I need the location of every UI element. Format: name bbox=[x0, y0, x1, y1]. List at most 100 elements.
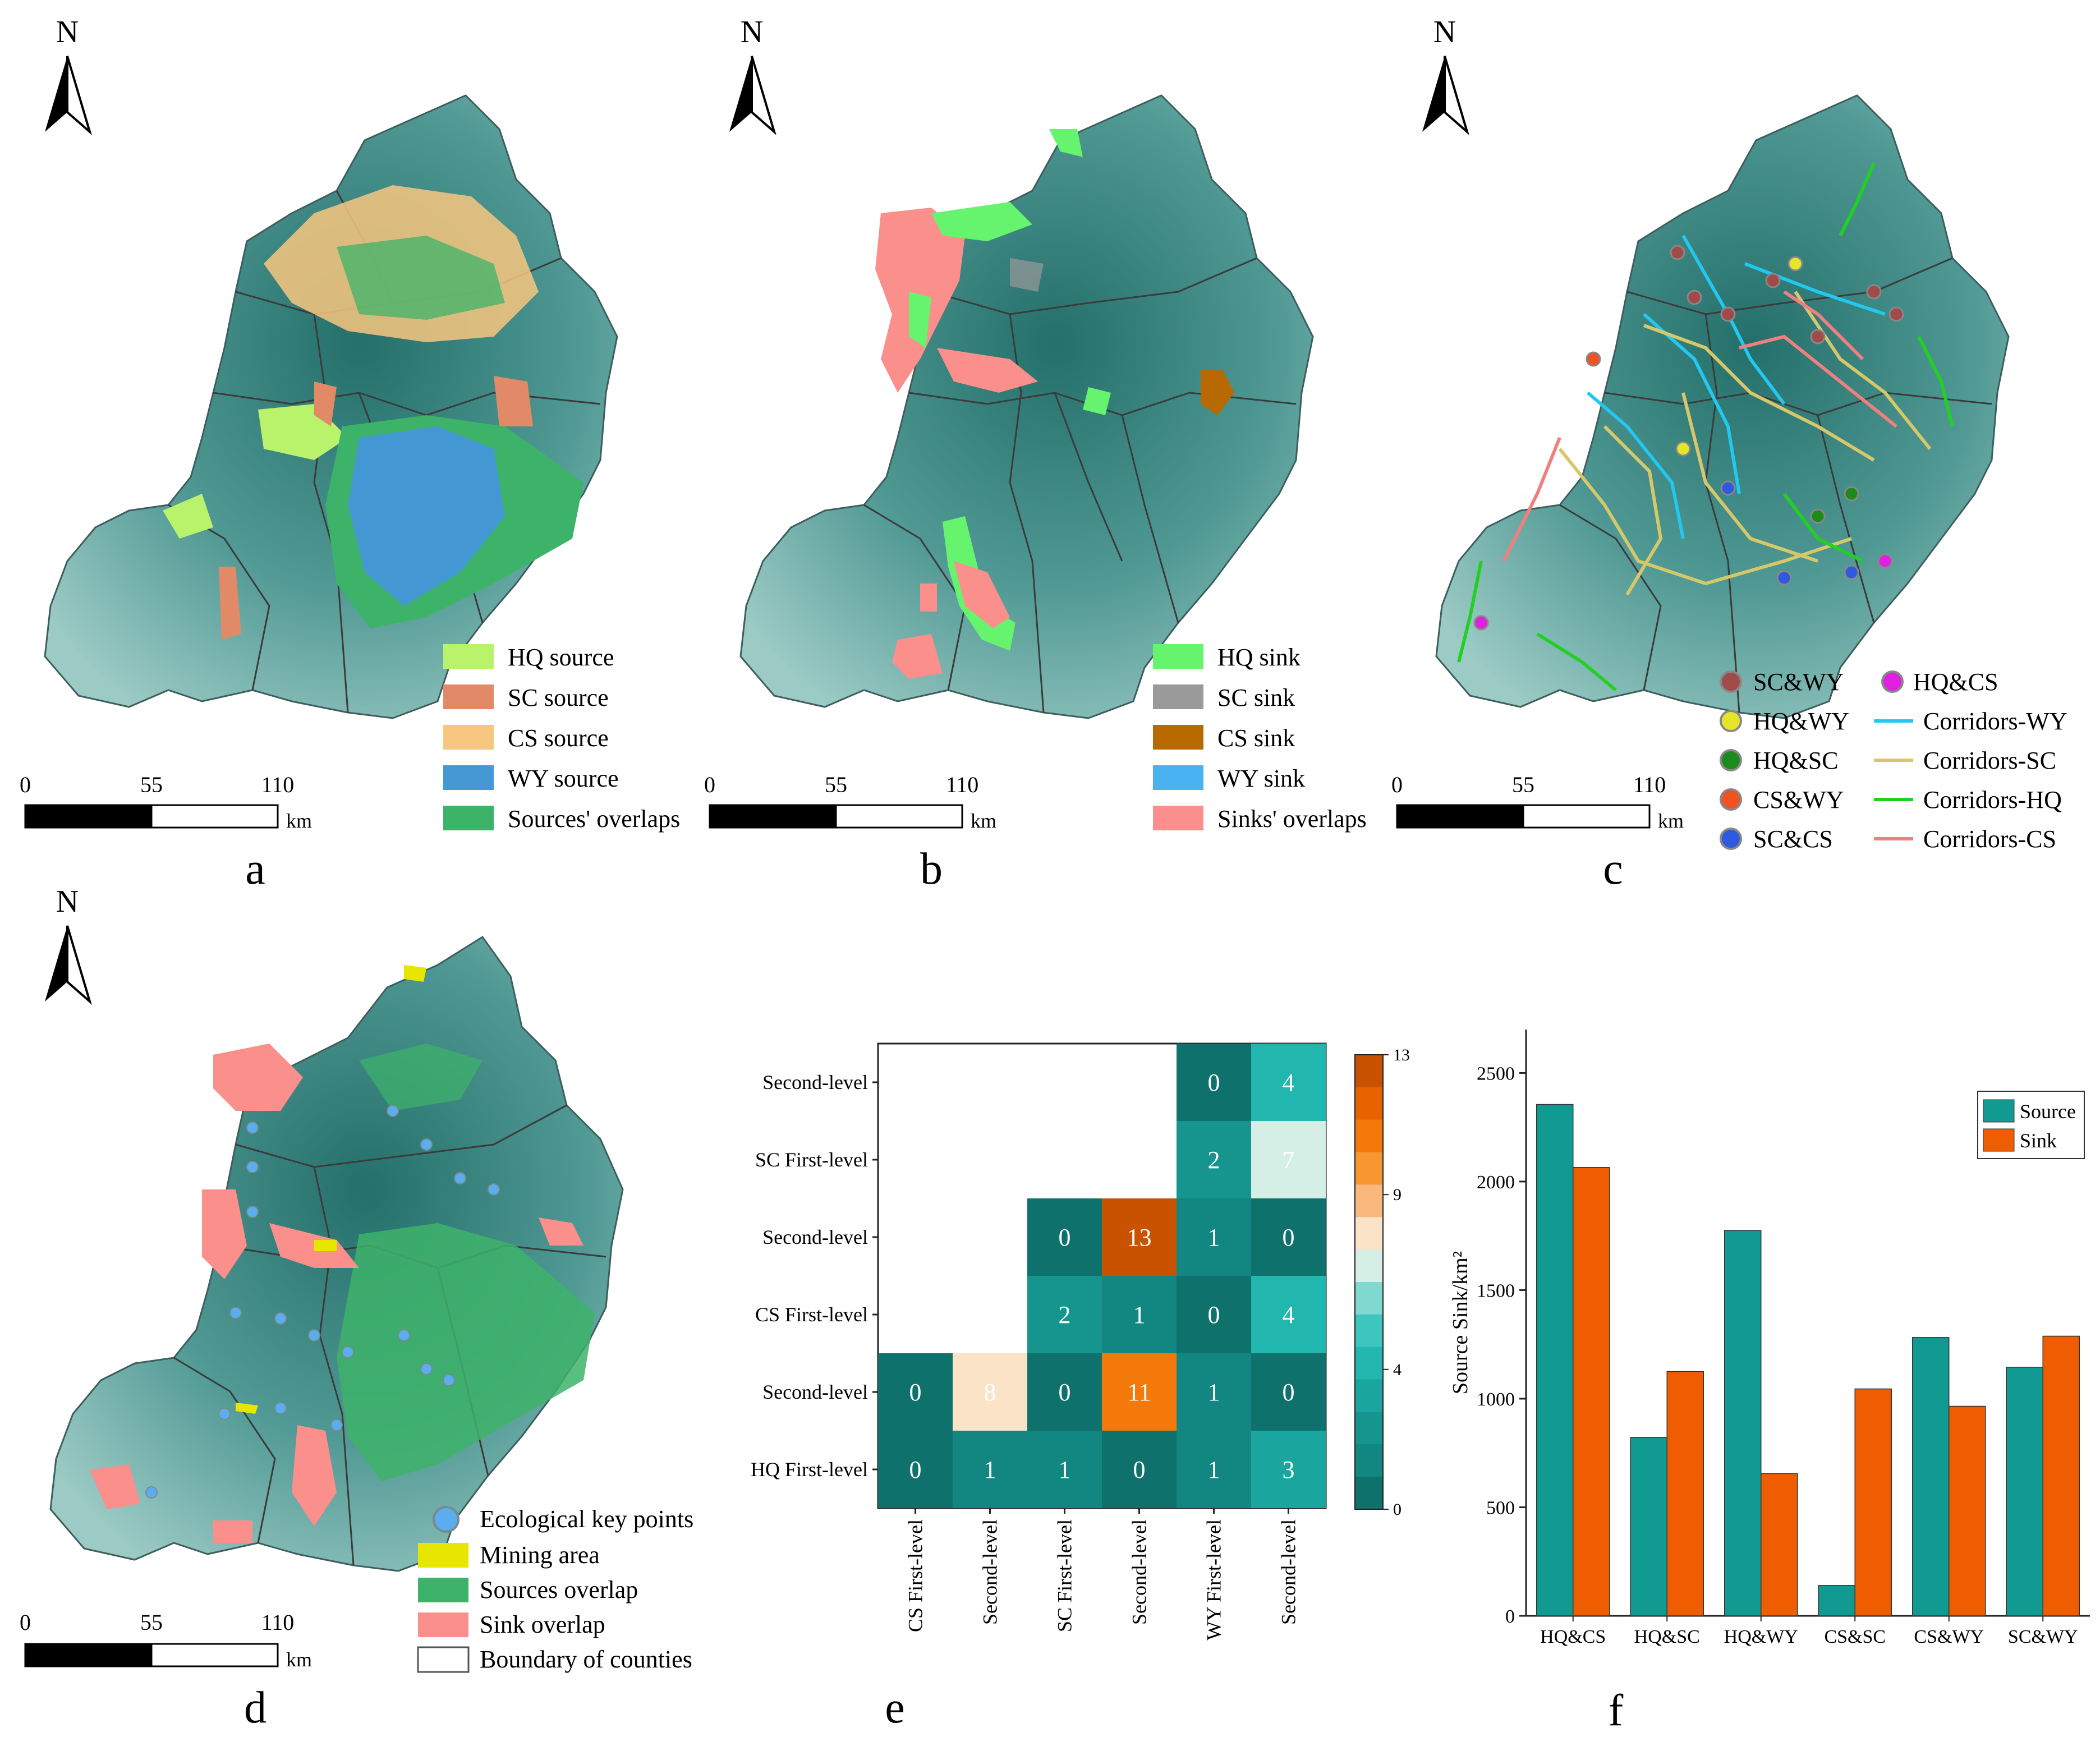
north-label: N bbox=[1433, 15, 1456, 49]
bar-chart-svg: 0 500 1000 1500 2000 2500 Source Sink/km² HQ&CS… bbox=[1449, 1030, 2090, 1735]
heatmap-cell bbox=[878, 1431, 953, 1508]
x-tick-label: HQ&SC bbox=[1634, 1626, 1700, 1647]
north-label: N bbox=[741, 15, 763, 49]
bar-source bbox=[1536, 1104, 1574, 1616]
heatmap-cell bbox=[1027, 1276, 1102, 1353]
legend-swatch bbox=[1153, 684, 1203, 709]
north-arrow-icon bbox=[45, 56, 67, 132]
heatmap-cell bbox=[1177, 1431, 1251, 1508]
panel-d-svg: N bbox=[20, 884, 693, 1733]
legend-swatch bbox=[443, 644, 494, 669]
study-region bbox=[739, 94, 1314, 719]
svg-text:CS&WY: CS&WY bbox=[1753, 786, 1844, 814]
bar-source bbox=[1630, 1437, 1667, 1616]
bar-sink bbox=[1854, 1388, 1892, 1616]
heatmap-cell bbox=[1251, 1353, 1326, 1431]
study-region bbox=[1435, 94, 2010, 719]
x-tick-label: HQ&WY bbox=[1724, 1626, 1798, 1647]
heatmap-value: 4 bbox=[1283, 1301, 1295, 1329]
svg-text:Sink overlap: Sink overlap bbox=[480, 1611, 605, 1638]
panel-label: e bbox=[885, 1683, 905, 1733]
heatmap-y-label: CS First-level bbox=[755, 1303, 868, 1326]
sink-patches bbox=[875, 129, 1234, 679]
svg-text:110: 110 bbox=[1633, 772, 1666, 797]
svg-text:110: 110 bbox=[261, 772, 295, 797]
heatmap-x-label: SC First-level bbox=[1054, 1519, 1076, 1632]
svg-text:0: 0 bbox=[704, 772, 715, 797]
svg-text:55: 55 bbox=[140, 772, 163, 797]
svg-text:SC&WY: SC&WY bbox=[1753, 668, 1844, 696]
svg-text:55: 55 bbox=[1512, 772, 1534, 797]
legend-label: Sink bbox=[2020, 1129, 2057, 1152]
svg-text:0: 0 bbox=[20, 772, 31, 797]
heatmap-value: 1 bbox=[984, 1456, 996, 1483]
scale-bar: 0 55 110 km bbox=[1391, 772, 1684, 832]
heatmap-value: 3 bbox=[1283, 1456, 1295, 1483]
heatmap-cell bbox=[1027, 1431, 1102, 1508]
heatmap-value: 8 bbox=[984, 1379, 996, 1406]
bar-sink bbox=[1949, 1405, 1986, 1616]
bar-source bbox=[1724, 1230, 1762, 1616]
y-tick-label: 1500 bbox=[1477, 1280, 1515, 1301]
panel-c-svg: N bbox=[1391, 15, 2067, 894]
legend-swatch bbox=[1153, 644, 1203, 669]
bar-source bbox=[1818, 1585, 1855, 1616]
bar-sink bbox=[1666, 1371, 1704, 1616]
svg-text:0: 0 bbox=[20, 1610, 31, 1635]
heatmap-cell bbox=[1251, 1431, 1326, 1508]
heatmap-value: 0 bbox=[1133, 1456, 1146, 1483]
x-tick-label: CS&WY bbox=[1914, 1626, 1984, 1647]
panel-a-svg: N HQ source bbox=[20, 15, 680, 894]
heatmap-value: 0 bbox=[1059, 1224, 1071, 1251]
svg-text:km: km bbox=[971, 810, 996, 832]
y-tick-label: 2500 bbox=[1477, 1063, 1515, 1084]
heatmap-value: 0 bbox=[1283, 1379, 1295, 1406]
legend-label: WY sink bbox=[1217, 765, 1305, 792]
north-arrow-icon bbox=[1422, 56, 1445, 132]
heatmap-cell bbox=[953, 1353, 1027, 1431]
source-patches bbox=[163, 185, 583, 640]
svg-text:km: km bbox=[286, 810, 312, 832]
scale-bar: 0 55 110 km bbox=[20, 772, 312, 832]
heatmap-value: 2 bbox=[1208, 1146, 1220, 1174]
north-arrow-icon bbox=[45, 926, 67, 1001]
svg-text:SC&CS: SC&CS bbox=[1753, 825, 1833, 853]
legend-swatch bbox=[1153, 765, 1203, 790]
panel-label: b bbox=[920, 844, 943, 886]
legend-swatch bbox=[443, 684, 494, 709]
legend-label: CS source bbox=[508, 724, 609, 752]
heatmap-y-label: Second-level bbox=[762, 1226, 868, 1248]
heatmap-value: 0 bbox=[909, 1456, 922, 1483]
heatmap-y-label: SC First-level bbox=[755, 1148, 868, 1171]
legend-label: Sinks' overlaps bbox=[1217, 805, 1367, 833]
heatmap-y-label: HQ First-level bbox=[751, 1458, 868, 1481]
legend-a: HQ source SC source CS source WY source … bbox=[443, 644, 680, 833]
bar-source bbox=[1912, 1337, 1950, 1616]
heatmap-value: 1 bbox=[1059, 1456, 1071, 1483]
heatmap-cells: 0 42 70 13 1 02 1 0 40 8 0 11 1 00 1 1 0 1 3 bbox=[877, 1042, 1327, 1509]
heatmap-value: 1 bbox=[1208, 1379, 1220, 1406]
legend-swatch bbox=[1153, 725, 1203, 750]
legend-c: SC&WY HQ&WY HQ&SC CS&WY SC&CS HQ&CS Corr… bbox=[1720, 668, 2067, 853]
heatmap-cell bbox=[1251, 1044, 1326, 1121]
legend-d: Ecological key points Mining area Source… bbox=[417, 1505, 693, 1673]
svg-text:Mining area: Mining area bbox=[480, 1541, 600, 1569]
bar-marks bbox=[1536, 1104, 2080, 1616]
colorbar-tick: 13 bbox=[1393, 1046, 1410, 1064]
north-label: N bbox=[56, 15, 79, 49]
colorbar: 13 9 4 0 bbox=[1354, 1046, 1410, 1519]
svg-text:HQ&CS: HQ&CS bbox=[1913, 668, 1998, 696]
legend-label: Source bbox=[2020, 1100, 2076, 1123]
svg-text:Corridors-SC: Corridors-SC bbox=[1923, 747, 2056, 774]
svg-text:110: 110 bbox=[261, 1610, 295, 1635]
legend-label: HQ sink bbox=[1217, 644, 1301, 671]
svg-text:Corridors-HQ: Corridors-HQ bbox=[1923, 786, 2062, 814]
heatmap-value: 0 bbox=[1283, 1224, 1295, 1251]
key-points bbox=[1473, 245, 1904, 631]
heatmap-y-labels: Second-level SC First-level Second-level CS… bbox=[751, 1071, 878, 1481]
bar-axes: 0 500 1000 1500 2000 2500 Source Sink/km² HQ&CS… bbox=[1449, 1030, 2090, 1647]
svg-text:HQ&SC: HQ&SC bbox=[1753, 747, 1839, 774]
svg-text:55: 55 bbox=[140, 1610, 163, 1635]
heatmap-value: 11 bbox=[1127, 1379, 1151, 1406]
heatmap-value: 0 bbox=[1208, 1301, 1220, 1329]
